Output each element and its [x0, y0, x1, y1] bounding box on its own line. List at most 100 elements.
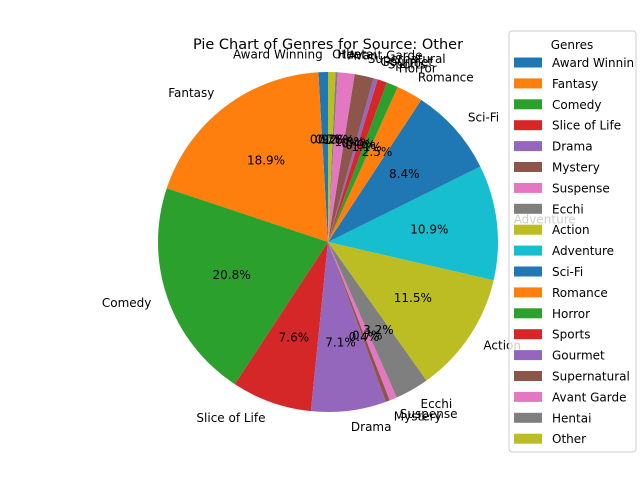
percent-label-adventure: 10.9%	[410, 223, 448, 237]
pie-slice-ecchi	[328, 242, 427, 398]
legend-label-mystery: Mystery	[552, 161, 600, 175]
percent-label-slice-of-life: 7.6%	[279, 331, 310, 345]
pie-slice-romance	[328, 86, 422, 243]
legend-swatch-comedy	[514, 99, 542, 110]
legend-swatch-adventure	[514, 245, 542, 256]
legend-swatch-hentai	[514, 412, 542, 423]
chart-title: Pie Chart of Genres for Source: Other	[193, 37, 463, 53]
legend-label-other: Other	[552, 432, 586, 446]
pie-slice-hentai	[328, 72, 338, 242]
legend-swatch-avant-garde	[514, 391, 542, 402]
slice-label-suspense: Suspense	[400, 407, 458, 421]
slice-label-horror: Horror	[399, 61, 437, 75]
pie-slice-adventure	[328, 166, 498, 281]
legend-label-adventure: Adventure	[552, 244, 614, 258]
legend-swatch-horror	[514, 308, 542, 319]
legend-swatch-romance	[514, 287, 542, 298]
pie-slice-avant-garde	[328, 72, 355, 243]
percent-label-horror: 1.1%	[351, 140, 382, 154]
legend-swatch-suspense	[514, 182, 542, 193]
slice-label-hentai: Hentai	[337, 48, 376, 62]
slice-label-comedy: Comedy	[102, 296, 152, 310]
percent-label-action: 11.5%	[394, 291, 432, 305]
legend-swatch-fantasy	[514, 78, 542, 89]
pie-slice-award-winning	[318, 71, 328, 242]
percent-label-suspense: 0.7%	[352, 329, 383, 343]
legend-swatch-gourmet	[514, 350, 542, 361]
legend-label-comedy: Comedy	[552, 98, 602, 112]
legend-title: Genres	[551, 38, 594, 52]
pie-slice-comedy	[157, 188, 328, 385]
percent-label-gourmet: 0.4%	[341, 137, 372, 151]
legend-label-action: Action	[552, 223, 590, 237]
pie-slices	[157, 71, 498, 412]
legend-swatch-sports	[514, 329, 542, 340]
percent-labels: 0.9%18.9%20.8%7.6% 7.1%0.4%0.7%3.2%11.5%1…	[213, 133, 449, 350]
legend-swatch-mystery	[514, 162, 542, 172]
legend-label-fantasy: Fantasy	[552, 77, 598, 91]
slice-label-drama: Drama	[351, 420, 392, 434]
percent-label-comedy: 20.8%	[213, 268, 251, 282]
legend-swatch-sci-fi	[514, 266, 542, 277]
legend-frame	[508, 30, 637, 453]
legend-swatch-action	[514, 224, 542, 235]
legend-label-romance: Romance	[552, 286, 608, 300]
pie-slice-gourmet	[328, 78, 378, 242]
percent-label-mystery: 0.4%	[349, 330, 380, 344]
legend: Genres Award Winnin Fantasy Comedy Slice of…	[508, 30, 637, 453]
percent-label-sports: 0.9%	[345, 138, 376, 152]
percent-label-avant-garde: 1.6%	[324, 133, 355, 147]
slice-label-fantasy: Fantasy	[168, 86, 214, 100]
slice-label-avant-garde: Avant Garde	[348, 49, 422, 63]
pie-slice-action	[328, 242, 494, 381]
legend-swatch-ecchi	[514, 203, 542, 214]
slice-label-sci-fi: Sci-Fi	[468, 110, 499, 124]
legend-swatch-supernatural	[514, 371, 542, 381]
pie-slice-mystery	[328, 242, 390, 402]
percent-label-ecchi: 3.2%	[363, 323, 394, 337]
legend-label-hentai: Hentai	[552, 411, 591, 425]
pie-slice-slice-of-life	[234, 242, 328, 412]
percent-label-supernatural: 1.8%	[334, 135, 365, 149]
legend-label-award-winning: Award Winnin	[552, 56, 634, 70]
slice-label-ecchi: Ecchi	[421, 397, 453, 411]
legend-label-ecchi: Ecchi	[552, 202, 584, 216]
pie-slice-suspense	[328, 242, 397, 401]
pie-slice-fantasy	[166, 72, 328, 243]
slice-label-mystery: Mystery	[394, 410, 442, 424]
percent-label-fantasy: 18.9%	[247, 154, 285, 168]
legend-swatch-slice-of-life	[514, 120, 542, 131]
legend-label-sci-fi: Sci-Fi	[552, 265, 583, 279]
percent-label-other: 0.7%	[315, 133, 346, 147]
slice-label-gourmet: Gourmet	[380, 55, 433, 69]
legend-label-slice-of-life: Slice of Life	[552, 119, 621, 133]
legend-label-horror: Horror	[552, 307, 590, 321]
percent-label-sci-fi: 8.4%	[389, 167, 420, 181]
legend-label-suspense: Suspense	[552, 181, 610, 195]
slice-label-award-winning: Award Winning	[233, 48, 323, 62]
pie-slice-sports	[328, 79, 387, 242]
pie-slice-horror	[328, 82, 398, 242]
legend-swatch-drama	[514, 141, 542, 152]
pie-slice-drama	[310, 242, 386, 412]
percent-label-award-winning: 0.9%	[310, 133, 341, 147]
legend-label-supernatural: Supernatural	[552, 370, 630, 384]
legend-label-sports: Sports	[552, 328, 590, 342]
slice-label-sports: Sports	[388, 57, 426, 71]
slice-label-other: Other	[332, 48, 366, 62]
pie-slice-other	[328, 72, 336, 242]
percent-label-hentai: 0.2%	[318, 133, 349, 147]
slice-label-romance: Romance	[418, 71, 474, 85]
slice-label-supernatural: Supernatural	[368, 52, 446, 66]
legend-swatch-other	[514, 433, 542, 444]
legend-label-gourmet: Gourmet	[552, 349, 605, 363]
slice-label-slice-of-life: Slice of Life	[196, 411, 265, 425]
percent-label-drama: 7.1%	[325, 336, 356, 350]
legend-swatch-award-winning	[514, 57, 542, 68]
legend-label-avant-garde: Avant Garde	[552, 390, 626, 404]
legend-items: Award Winnin Fantasy Comedy Slice of Life Dr…	[514, 56, 634, 446]
percent-label-romance: 2.5%	[362, 145, 393, 159]
legend-label-drama: Drama	[552, 140, 593, 154]
